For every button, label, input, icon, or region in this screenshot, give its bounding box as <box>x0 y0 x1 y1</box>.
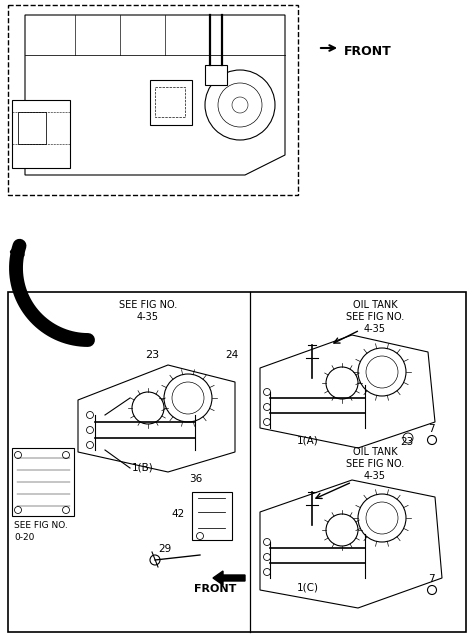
Text: 1(B): 1(B) <box>132 462 154 472</box>
Text: 4-35: 4-35 <box>364 471 386 481</box>
FancyBboxPatch shape <box>205 65 227 85</box>
Text: 42: 42 <box>172 509 185 519</box>
Text: SEE FIG NO.: SEE FIG NO. <box>346 312 404 322</box>
Text: 4-35: 4-35 <box>137 312 159 322</box>
FancyBboxPatch shape <box>8 5 298 195</box>
FancyBboxPatch shape <box>18 112 46 144</box>
FancyArrow shape <box>213 571 245 585</box>
Text: 23: 23 <box>400 437 413 447</box>
Text: 36: 36 <box>190 474 202 484</box>
Text: 4-35: 4-35 <box>364 324 386 334</box>
Text: 0-20: 0-20 <box>14 533 35 542</box>
Text: 1(C): 1(C) <box>297 582 319 592</box>
Text: 23: 23 <box>145 350 159 360</box>
Text: OIL TANK: OIL TANK <box>353 447 397 457</box>
Text: 7: 7 <box>428 424 435 434</box>
Text: 7: 7 <box>428 574 435 584</box>
FancyBboxPatch shape <box>155 87 185 117</box>
FancyBboxPatch shape <box>150 80 192 125</box>
Text: SEE FIG NO.: SEE FIG NO. <box>14 521 68 530</box>
FancyBboxPatch shape <box>8 292 466 632</box>
Text: FRONT: FRONT <box>344 45 392 58</box>
FancyBboxPatch shape <box>12 100 70 168</box>
Text: 1(A): 1(A) <box>297 435 319 445</box>
Text: SEE FIG NO.: SEE FIG NO. <box>346 459 404 469</box>
Text: FRONT: FRONT <box>194 584 236 594</box>
Text: 24: 24 <box>225 350 238 360</box>
Text: 29: 29 <box>158 544 172 554</box>
FancyBboxPatch shape <box>12 448 74 516</box>
Text: OIL TANK: OIL TANK <box>353 300 397 310</box>
FancyBboxPatch shape <box>192 492 232 540</box>
Text: SEE FIG NO.: SEE FIG NO. <box>119 300 177 310</box>
